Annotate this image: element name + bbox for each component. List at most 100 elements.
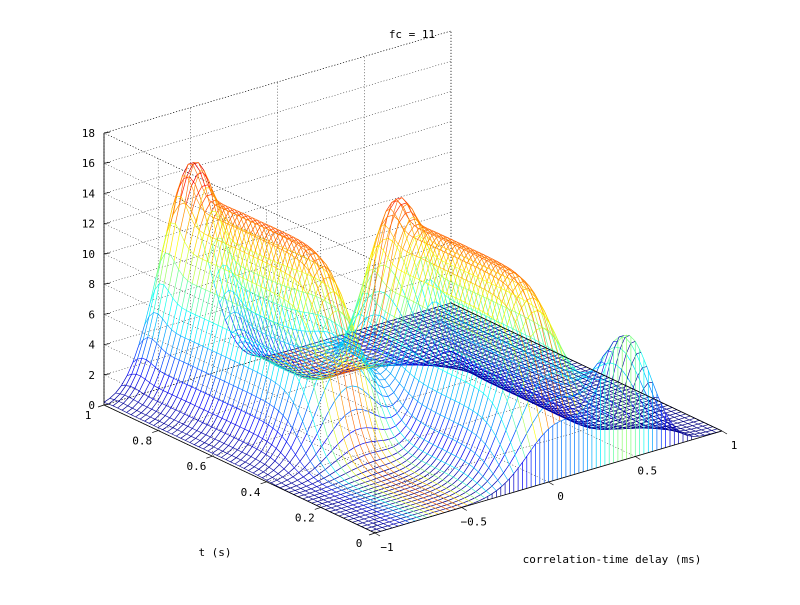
mesh-line bbox=[219, 270, 225, 297]
mesh-line bbox=[420, 260, 426, 279]
mesh-line bbox=[220, 357, 226, 379]
mesh-line bbox=[214, 296, 220, 323]
mesh-line bbox=[409, 377, 415, 393]
mesh-line bbox=[395, 519, 401, 521]
mesh-line bbox=[327, 485, 333, 487]
mesh-line bbox=[682, 424, 688, 426]
mesh-line bbox=[471, 483, 477, 488]
mesh-line bbox=[610, 390, 616, 392]
mesh-line bbox=[206, 351, 212, 373]
mesh-line bbox=[330, 510, 336, 512]
mesh-line bbox=[191, 431, 197, 437]
z-tick-label: 14 bbox=[82, 187, 96, 200]
mesh-line bbox=[310, 491, 316, 493]
mesh-line bbox=[130, 374, 136, 386]
mesh-line bbox=[442, 437, 448, 449]
mesh-line bbox=[377, 510, 383, 512]
mesh-line bbox=[350, 497, 356, 499]
mesh-line bbox=[419, 494, 425, 496]
mesh-line bbox=[469, 498, 475, 501]
mesh-line bbox=[435, 507, 441, 509]
mesh-line bbox=[553, 389, 559, 391]
mesh-line bbox=[486, 486, 492, 491]
mesh-line bbox=[415, 469, 421, 473]
mesh-line bbox=[429, 335, 435, 337]
mesh-line bbox=[312, 501, 318, 503]
mesh-line bbox=[290, 455, 296, 463]
mesh-line bbox=[433, 478, 439, 482]
mesh-line bbox=[507, 354, 513, 356]
mesh-line bbox=[179, 338, 185, 360]
mesh-line bbox=[304, 493, 310, 495]
mesh-line bbox=[449, 401, 455, 420]
mesh-line bbox=[218, 443, 224, 449]
mesh-line bbox=[414, 319, 420, 321]
mesh-line bbox=[438, 435, 444, 447]
mesh-line bbox=[178, 424, 184, 430]
mesh-line bbox=[294, 351, 300, 353]
mesh-line bbox=[333, 483, 339, 485]
mesh-line bbox=[560, 419, 566, 421]
mesh-line bbox=[556, 378, 562, 380]
mesh-line bbox=[353, 503, 359, 505]
mesh-line bbox=[168, 378, 174, 392]
mesh-line bbox=[222, 404, 228, 418]
y-axis-label: t (s) bbox=[198, 546, 231, 559]
mesh-line bbox=[414, 510, 420, 512]
mesh-line bbox=[238, 442, 244, 450]
mesh-line bbox=[380, 369, 386, 374]
mesh-line bbox=[232, 450, 238, 456]
mesh-line bbox=[313, 498, 319, 500]
mesh-line bbox=[286, 483, 292, 485]
mesh-line bbox=[431, 459, 437, 466]
mesh-line bbox=[515, 444, 521, 454]
mesh-line bbox=[241, 454, 247, 460]
mesh-line bbox=[296, 445, 302, 455]
mesh-line bbox=[402, 513, 408, 515]
mesh-line bbox=[369, 519, 375, 521]
mesh-line bbox=[348, 486, 354, 488]
mesh-line bbox=[494, 361, 500, 363]
mesh-line bbox=[491, 491, 497, 495]
mesh-line bbox=[255, 399, 261, 417]
mesh-line bbox=[195, 288, 201, 315]
mesh-line bbox=[685, 416, 691, 418]
mesh-line bbox=[202, 241, 208, 262]
mesh-line bbox=[121, 386, 392, 528]
mesh-line bbox=[174, 360, 180, 378]
mesh-line bbox=[406, 501, 412, 503]
mesh-line bbox=[341, 388, 347, 393]
mesh-line bbox=[215, 268, 221, 295]
mesh-line bbox=[387, 510, 393, 512]
mesh-line bbox=[405, 505, 411, 507]
mesh-line bbox=[355, 428, 361, 430]
mesh-line bbox=[418, 384, 424, 402]
mesh-line bbox=[393, 509, 399, 511]
mesh-line bbox=[167, 428, 173, 432]
mesh-line bbox=[673, 419, 679, 421]
mesh-line bbox=[463, 408, 469, 426]
mesh-line bbox=[187, 366, 193, 384]
mesh-line bbox=[385, 463, 391, 465]
mesh-line bbox=[375, 459, 381, 461]
mesh-line bbox=[442, 373, 448, 394]
mesh-line bbox=[467, 479, 473, 485]
mesh-line bbox=[453, 470, 459, 477]
mesh-line bbox=[403, 393, 409, 405]
mesh-line bbox=[687, 426, 693, 428]
mesh-line bbox=[380, 516, 386, 518]
mesh-line bbox=[348, 519, 354, 521]
mesh-line bbox=[354, 499, 360, 501]
mesh-line bbox=[282, 421, 288, 436]
mesh-line bbox=[502, 401, 508, 419]
mesh-line bbox=[274, 465, 280, 471]
mesh-line bbox=[249, 417, 255, 431]
mesh-line bbox=[412, 401, 418, 415]
mesh-line bbox=[640, 408, 646, 410]
mesh-line bbox=[194, 408, 200, 419]
mesh-line bbox=[413, 496, 419, 498]
mesh-line bbox=[308, 388, 314, 406]
mesh-line bbox=[236, 452, 242, 458]
mesh-line bbox=[256, 452, 262, 459]
mesh-line bbox=[428, 475, 434, 479]
